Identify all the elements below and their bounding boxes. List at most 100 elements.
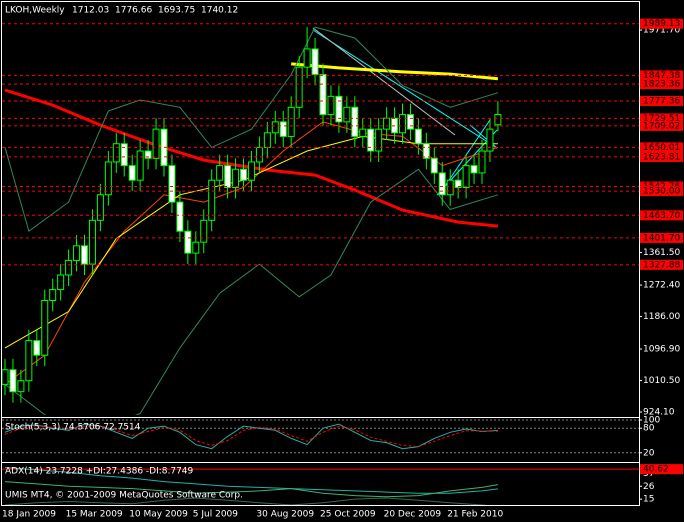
y-tick-label: 1971.70: [643, 26, 680, 36]
candle-body: [136, 150, 144, 181]
candle-body: [255, 146, 263, 163]
candle-body: [17, 380, 25, 393]
candle-body: [88, 219, 96, 265]
level-label: 1623.81: [643, 152, 680, 162]
candle-body: [2, 369, 9, 385]
y-tick-label: 80: [643, 424, 655, 434]
candle-body: [287, 106, 295, 137]
level-label: 1463.70: [643, 211, 680, 221]
candle-body: [327, 95, 335, 116]
candle-body: [470, 165, 478, 174]
level-label-box: [640, 151, 683, 162]
level-label-box: [640, 95, 683, 106]
indicator-line: [4, 467, 498, 494]
candle-body: [200, 219, 208, 243]
indicator-plot: [4, 467, 498, 505]
indicator-line: [4, 497, 488, 505]
level-label-box: [640, 18, 683, 29]
price-plot: [2, 26, 502, 415]
candle-body: [208, 179, 216, 221]
candle-body: [240, 168, 247, 181]
level-label: 1729.51: [643, 114, 680, 124]
candle-body: [422, 143, 430, 159]
level-label: 1777.36: [643, 96, 680, 106]
candle-body: [430, 157, 438, 174]
level-label-box: [640, 142, 683, 153]
candle-body: [375, 128, 383, 152]
panel-borders: [1, 1, 640, 506]
candle-body: [319, 73, 327, 116]
candle-body: [359, 128, 367, 137]
level-label: 40.62: [643, 465, 669, 475]
level-label: 1327.88: [643, 260, 680, 270]
candle-body: [303, 48, 311, 68]
candle-body: [104, 161, 112, 196]
x-tick-label: 18 Jan 2009: [2, 510, 56, 520]
trendline: [312, 27, 456, 136]
candle-body: [399, 114, 406, 134]
candle-body: [335, 95, 343, 123]
candle-body: [41, 300, 49, 356]
candle-body: [271, 121, 279, 134]
level-label: 1989.13: [643, 19, 680, 29]
candle-body: [168, 165, 176, 203]
indicator-title: Stoch(5,3,3) 74.5706 72.7514: [5, 423, 141, 433]
candle-body: [406, 114, 414, 130]
indicator-line: [4, 423, 498, 450]
x-tick-label: 20 Dec 2009: [384, 510, 442, 520]
y-tick-label: 924.10: [643, 408, 675, 418]
candle-body: [144, 150, 152, 159]
y-tick-label: 1361.50: [643, 248, 680, 258]
candle-body: [494, 114, 502, 126]
ohlc-value: 1740.12: [201, 6, 238, 16]
candle-body: [96, 194, 104, 221]
candle-body: [351, 106, 359, 137]
x-tick-label: 10 May 2009: [129, 510, 188, 520]
level-label-box: [640, 70, 683, 81]
y-tick-label: 1096.90: [643, 345, 680, 355]
copyright: UMIS MT4, © 2001-2009 MetaQuotes Softwar…: [5, 491, 243, 501]
candle-body: [232, 168, 240, 188]
candle-body: [247, 161, 255, 181]
y-tick-label: 100: [643, 416, 660, 426]
candle-body: [462, 165, 470, 188]
level-label: 1650.01: [643, 143, 680, 153]
y-tick-label: 1186.00: [643, 312, 680, 322]
candle-body: [112, 143, 120, 163]
candle-body: [25, 340, 33, 382]
candle-body: [65, 259, 73, 276]
candle-body: [438, 172, 446, 196]
y-tick-label: 1272.40: [643, 281, 680, 291]
level-label-box: [640, 79, 683, 90]
indicator-plot: [4, 423, 498, 450]
candle-body: [120, 143, 128, 167]
ohlc-value: 1693.75: [158, 6, 195, 16]
symbol: LKOH,Weekly: [5, 6, 65, 16]
trendline: [312, 29, 498, 149]
y-tick-label: 15: [643, 495, 654, 505]
indicator-line: [4, 481, 498, 498]
candle-body: [414, 128, 422, 145]
ohlc-value: 1712.03: [72, 6, 109, 16]
indicator-title: ADX(14) 23.7228 +DI:27.4386 -DI:8.7749: [5, 467, 194, 477]
trendline: [444, 119, 491, 187]
level-label: 1401.70: [643, 233, 680, 243]
level-label-box: [640, 464, 683, 475]
candle-body: [263, 132, 271, 148]
ohlc-value: 1776.66: [115, 6, 152, 16]
candle-body: [446, 179, 454, 196]
candle-body: [486, 128, 494, 152]
candle-body: [152, 128, 160, 159]
x-tick-label: 30 Aug 2009: [256, 510, 314, 520]
x-tick-label: 5 Jul 2009: [193, 510, 238, 520]
candle-body: [478, 150, 486, 174]
candle-body: [49, 289, 57, 302]
candle-body: [9, 369, 17, 393]
candle-body: [176, 201, 184, 232]
candle-body: [383, 117, 391, 130]
level-label-box: [640, 120, 683, 131]
x-tick-label: 21 Feb 2010: [447, 510, 503, 520]
level-label: 1823.36: [643, 80, 680, 90]
